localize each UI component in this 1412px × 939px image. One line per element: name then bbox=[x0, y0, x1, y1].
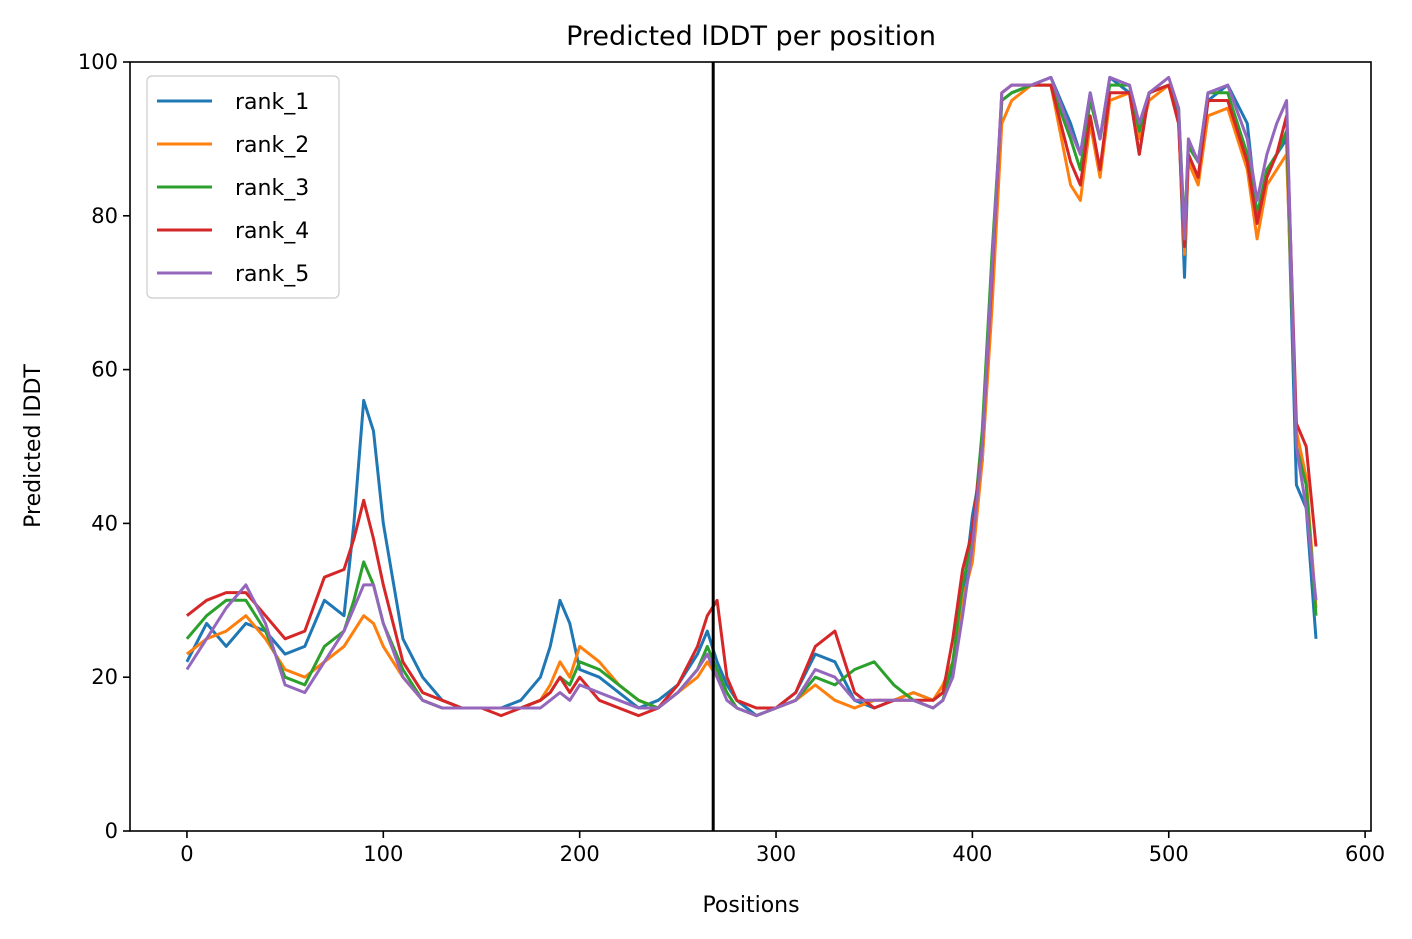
x-tick-label: 600 bbox=[1345, 842, 1385, 866]
y-tick-label: 20 bbox=[91, 665, 118, 689]
x-axis-label: Positions bbox=[702, 893, 799, 918]
series-line-rank_3 bbox=[185, 83, 1318, 718]
legend-items: rank_1 rank_2 rank_3 rank_4 rank_5 bbox=[157, 90, 309, 287]
series-line-rank_1 bbox=[185, 75, 1318, 718]
y-tick-label: 80 bbox=[91, 204, 118, 228]
legend: rank_1 rank_2 rank_3 rank_4 rank_5 bbox=[146, 75, 340, 299]
y-tick-label: 100 bbox=[78, 50, 118, 74]
legend-label-rank_5: rank_5 bbox=[235, 262, 309, 287]
legend-label-rank_3: rank_3 bbox=[235, 176, 309, 201]
x-tick-label: 200 bbox=[560, 842, 600, 866]
y-tick-label: 60 bbox=[91, 358, 118, 382]
legend-label-rank_1: rank_1 bbox=[235, 90, 309, 115]
x-tick-label: 400 bbox=[952, 842, 992, 866]
y-axis-label: Predicted lDDT bbox=[21, 364, 46, 528]
series-line-rank_2 bbox=[185, 83, 1318, 718]
series-layer bbox=[185, 75, 1318, 718]
chart-title: Predicted lDDT per position bbox=[566, 21, 936, 52]
x-tick-label: 500 bbox=[1149, 842, 1189, 866]
legend-label-rank_4: rank_4 bbox=[235, 219, 309, 244]
y-tick-label: 40 bbox=[91, 511, 118, 535]
x-tick-label: 0 bbox=[180, 842, 193, 866]
legend-label-rank_2: rank_2 bbox=[235, 133, 309, 158]
plot-frame bbox=[129, 61, 1372, 832]
x-tick-label: 300 bbox=[756, 842, 796, 866]
legend-box bbox=[146, 75, 340, 299]
y-tick-label: 0 bbox=[105, 819, 118, 843]
series-line-rank_5 bbox=[185, 75, 1318, 718]
x-axis-ticks: 0 100 200 300 400 500 600 bbox=[180, 831, 1385, 866]
x-tick-label: 100 bbox=[363, 842, 403, 866]
y-axis-ticks: 0 20 40 60 80 100 bbox=[78, 50, 130, 843]
series-line-rank_4 bbox=[185, 83, 1318, 718]
